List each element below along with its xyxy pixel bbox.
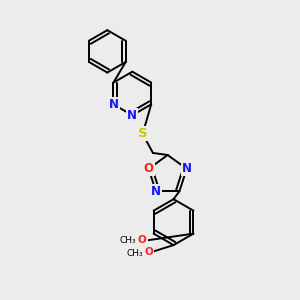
Text: CH₃: CH₃ <box>127 249 144 258</box>
Text: O: O <box>138 235 146 244</box>
Text: N: N <box>127 109 137 122</box>
Text: N: N <box>109 98 118 111</box>
Text: O: O <box>144 162 154 175</box>
Text: O: O <box>144 247 153 256</box>
Text: N: N <box>151 185 161 198</box>
Text: N: N <box>182 162 192 175</box>
Text: CH₃: CH₃ <box>120 236 136 245</box>
Text: S: S <box>138 127 148 140</box>
